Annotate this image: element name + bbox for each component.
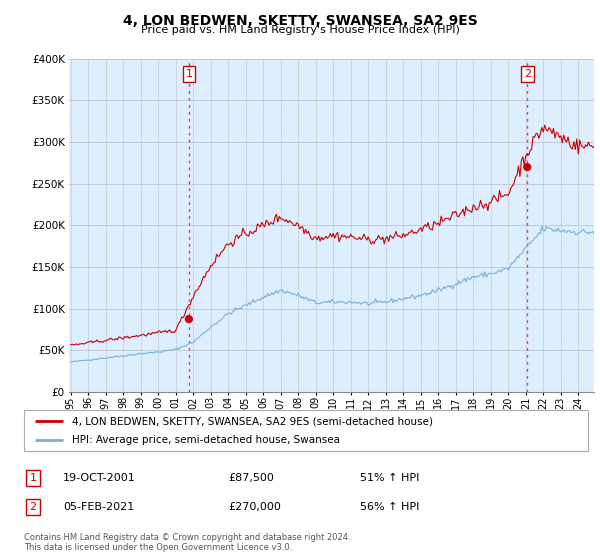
Text: 4, LON BEDWEN, SKETTY, SWANSEA, SA2 9ES: 4, LON BEDWEN, SKETTY, SWANSEA, SA2 9ES: [122, 14, 478, 28]
Text: HPI: Average price, semi-detached house, Swansea: HPI: Average price, semi-detached house,…: [72, 435, 340, 445]
Text: 2: 2: [29, 502, 37, 512]
Text: 2: 2: [524, 69, 531, 79]
Text: 19-OCT-2001: 19-OCT-2001: [63, 473, 136, 483]
Text: 05-FEB-2021: 05-FEB-2021: [63, 502, 134, 512]
Point: [523, 162, 532, 171]
Text: 51% ↑ HPI: 51% ↑ HPI: [360, 473, 419, 483]
Text: £87,500: £87,500: [228, 473, 274, 483]
Text: 56% ↑ HPI: 56% ↑ HPI: [360, 502, 419, 512]
Point: [184, 315, 194, 324]
Text: This data is licensed under the Open Government Licence v3.0.: This data is licensed under the Open Gov…: [24, 543, 292, 552]
FancyBboxPatch shape: [24, 410, 588, 451]
Text: 1: 1: [185, 69, 193, 79]
Text: £270,000: £270,000: [228, 502, 281, 512]
Text: Price paid vs. HM Land Registry's House Price Index (HPI): Price paid vs. HM Land Registry's House …: [140, 25, 460, 35]
Text: 4, LON BEDWEN, SKETTY, SWANSEA, SA2 9ES (semi-detached house): 4, LON BEDWEN, SKETTY, SWANSEA, SA2 9ES …: [72, 417, 433, 426]
Text: 1: 1: [29, 473, 37, 483]
Text: Contains HM Land Registry data © Crown copyright and database right 2024.: Contains HM Land Registry data © Crown c…: [24, 533, 350, 542]
